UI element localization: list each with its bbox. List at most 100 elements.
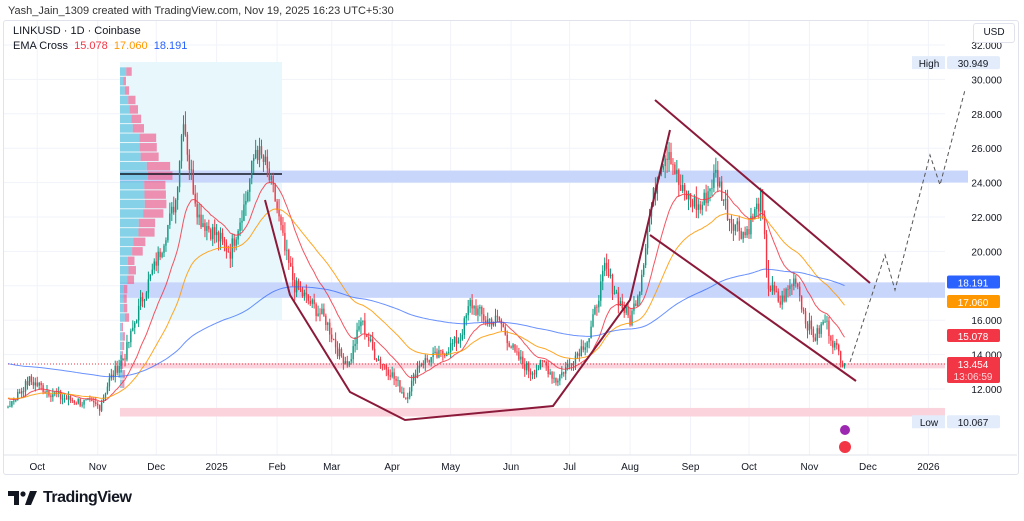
candle-body [646,230,649,249]
candle-body [717,169,719,187]
candle-body [81,404,83,406]
price-label-bg [947,275,1000,289]
candle-body [734,224,737,231]
projection-path [849,89,966,363]
us-flag-event-icon [839,441,851,453]
volume-profile-bar [120,180,145,190]
brand-name: TradingView [43,489,132,506]
candle-body [826,320,828,322]
candle-body [775,291,777,293]
candle-body [582,346,584,350]
candle-body [465,315,467,319]
candle-body [325,315,327,325]
candle-body [214,227,216,236]
candle-body [389,375,391,377]
candle-body [132,327,134,331]
symbol-info[interactable]: LINKUSD · 1D · Coinbase [13,25,141,37]
candle-body [379,359,382,365]
candle-body [617,292,620,306]
candle-body [20,391,23,394]
volume-profile-bar [128,266,136,275]
ema-line-50 [7,208,845,400]
candle-body [350,359,352,362]
candle-body [217,232,220,242]
candle-body [397,380,399,382]
candle-body [251,160,253,179]
candle-body [547,365,549,375]
candle-body [674,164,676,174]
ema-mid-value: 17.060 [113,40,148,52]
candle-body [418,365,421,368]
candle-body [559,375,561,381]
candle-body [215,232,218,236]
ema-line-20 [7,181,845,402]
candle-body [89,398,91,400]
candle-body [693,197,696,207]
candle-body [680,184,682,191]
candle-body [808,320,811,331]
candle-body [777,291,779,302]
time-axis-label: Mar [323,462,341,473]
candle-body [249,178,251,192]
volume-profile-bar [129,105,139,114]
candle-body [483,314,485,321]
candle-body [537,368,540,370]
candle-body [594,306,596,315]
volume-profile-bar [120,237,134,247]
tradingview-logo[interactable]: TradingView [8,489,132,507]
candle-body [28,376,31,386]
candle-body [387,369,389,376]
candle-body [697,204,699,210]
volume-profile-bar [120,86,125,95]
price-label: 15.078 [958,332,989,343]
candle-body [463,318,465,335]
volume-profile-bar [127,275,135,284]
volume-profile-bar [144,199,167,209]
candle-body [834,342,836,348]
candle-body [596,306,598,308]
price-axis-label: 22.000 [971,213,1002,224]
candle-body [290,262,292,267]
candle-body [592,314,594,327]
candle-body [93,400,95,403]
candle-body [149,274,152,280]
candle-body [157,251,159,266]
candle-body [758,203,760,212]
candle-body [643,265,645,275]
candle-body [208,226,210,230]
candle-body [545,361,547,366]
time-axis-label: Nov [801,462,819,473]
price-axis-label: 12.000 [971,385,1002,396]
candle-body [313,299,315,305]
candle-body [670,152,672,165]
candle-body [451,343,454,345]
currency-selector[interactable]: USD [973,23,1015,43]
candle-body [7,406,9,408]
candle-body [371,339,374,349]
candle-body [566,363,569,368]
candle-body [746,229,748,236]
candle-body [672,164,674,166]
candle-body [797,283,799,287]
volume-profile-bar [120,247,133,256]
candle-body [348,361,350,366]
volume-profile-bar [138,218,156,228]
candle-body [50,395,52,398]
candle-body [358,326,360,330]
price-zone [120,282,945,298]
candle-body [112,374,114,377]
candle-body [689,193,692,201]
candle-body [141,297,144,302]
candle-body [830,336,832,341]
ema-cross-legend[interactable]: EMA Cross 15.078 17.060 18.191 [13,39,187,54]
candle-body [732,223,735,231]
candle-body [527,362,530,372]
candle-body [609,274,612,277]
candle-body [83,400,85,405]
volume-profile-bar [120,266,129,275]
ema-fast-value: 15.078 [74,40,108,52]
candle-body [169,213,171,225]
volume-profile-bar [120,313,125,322]
volume-profile-bar [128,95,136,105]
